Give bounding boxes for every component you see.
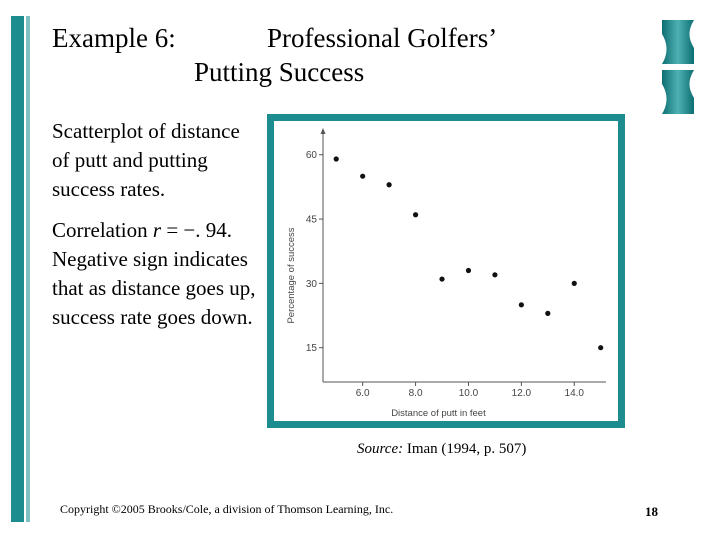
chart-frame: 6.0 8.0 10.0 12.0 14.0 15 30 45 60 Distance of p… bbox=[267, 114, 625, 428]
scatter-point bbox=[518, 302, 524, 308]
correlation-symbol: r bbox=[152, 218, 162, 242]
scatter-point bbox=[412, 212, 419, 218]
scatter-point bbox=[545, 310, 551, 316]
x-tick-label: 8.0 bbox=[409, 388, 423, 399]
scatter-point bbox=[439, 276, 445, 282]
scatterplot: 6.0 8.0 10.0 12.0 14.0 15 30 45 60 Distance of p… bbox=[286, 128, 606, 419]
y-axis-arrow-icon bbox=[320, 128, 326, 134]
scatter-point bbox=[465, 267, 472, 274]
scatter-point bbox=[360, 173, 366, 179]
y-axis-label: Percentage of success bbox=[286, 227, 297, 323]
title-line1: Professional Golfers’ bbox=[267, 23, 498, 53]
correlation-explanation: Negative sign indicates that as distance… bbox=[52, 247, 256, 329]
correlation-text: Correlation r = −. 94. Negative sign ind… bbox=[52, 216, 262, 332]
correlation-value: = −. 94. bbox=[161, 218, 233, 242]
source-label: Source: bbox=[357, 441, 404, 457]
title-prefix: Example 6: bbox=[52, 23, 176, 53]
y-tick-label: 45 bbox=[306, 215, 318, 226]
y-tick-label: 30 bbox=[306, 279, 318, 290]
scatter-point bbox=[598, 345, 604, 351]
copyright-notice: Copyright ©2005 Brooks/Cole, a division … bbox=[60, 502, 394, 516]
title-line2: Putting Success bbox=[194, 57, 365, 87]
page-number: 18 bbox=[645, 504, 658, 519]
source-text: Iman (1994, p. 507) bbox=[403, 441, 527, 457]
correlation-label: Correlation bbox=[52, 218, 153, 242]
description-block: Scatterplot of distance of putt and putt… bbox=[52, 117, 262, 332]
y-tick-label: 15 bbox=[306, 343, 318, 354]
scatter-point bbox=[333, 156, 339, 162]
x-tick-label: 14.0 bbox=[565, 388, 585, 399]
y-tick-label: 60 bbox=[306, 150, 318, 161]
left-accent-bar bbox=[11, 16, 24, 522]
ribbon-decoration-icon bbox=[662, 20, 694, 114]
scatter-point bbox=[386, 182, 392, 188]
scatter-point bbox=[571, 280, 577, 286]
source-citation: Source: Iman (1994, p. 507) bbox=[357, 441, 526, 458]
left-accent-bar-thin bbox=[26, 16, 30, 522]
x-tick-label: 12.0 bbox=[512, 388, 532, 399]
x-tick-label: 6.0 bbox=[356, 388, 370, 399]
scatterplot-description: Scatterplot of distance of putt and putt… bbox=[52, 119, 240, 201]
chart-axes bbox=[320, 128, 606, 383]
x-tick-label: 10.0 bbox=[459, 388, 479, 399]
x-axis-label: Distance of putt in feet bbox=[391, 408, 486, 419]
scatter-point bbox=[492, 272, 498, 278]
